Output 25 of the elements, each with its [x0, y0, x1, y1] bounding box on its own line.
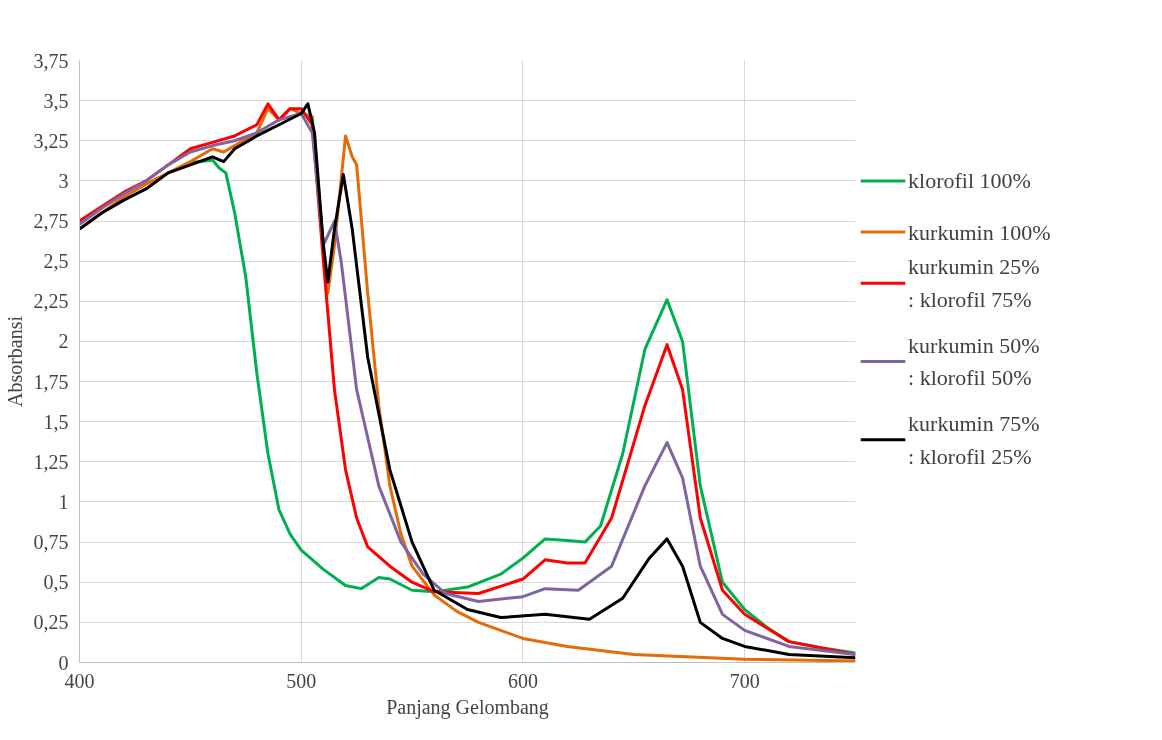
y-tick-label: 2,25 [33, 290, 69, 313]
legend-label: kurkumin 25% : klorofil 75% [908, 254, 1040, 312]
y-tick-label: 0,5 [43, 571, 69, 594]
y-tick-label: 3,25 [33, 129, 69, 152]
y-tick-label: 3 [58, 169, 69, 192]
y-tick-label: 3,75 [33, 49, 69, 72]
x-tick-label: 600 [507, 669, 538, 692]
y-tick-label: 2 [58, 330, 69, 353]
y-tick-label: 0,75 [33, 531, 69, 554]
x-tick-label: 500 [286, 669, 317, 692]
y-tick-label: 1 [58, 490, 69, 513]
y-tick-label: 3,5 [43, 89, 69, 112]
legend-label: klorofil 100% [908, 168, 1031, 194]
y-tick-label: 2,75 [33, 210, 69, 233]
legend-label: kurkumin 75% : klorofil 25% [908, 411, 1040, 469]
y-tick-label: 1,25 [33, 450, 69, 473]
y-tick-label: 2,5 [43, 250, 69, 273]
y-tick-label: 0,25 [33, 611, 69, 634]
y-tick-label: 1,5 [43, 410, 69, 433]
x-axis-title: Panjang Gelombang [386, 695, 549, 719]
x-tick-label: 700 [729, 669, 760, 692]
y-axis-title: Absorbansi [3, 315, 26, 408]
legend-label: kurkumin 50% : klorofil 50% [908, 332, 1040, 391]
legend-label: kurkumin 100% [908, 219, 1051, 245]
y-tick-label: 1,75 [33, 370, 69, 393]
